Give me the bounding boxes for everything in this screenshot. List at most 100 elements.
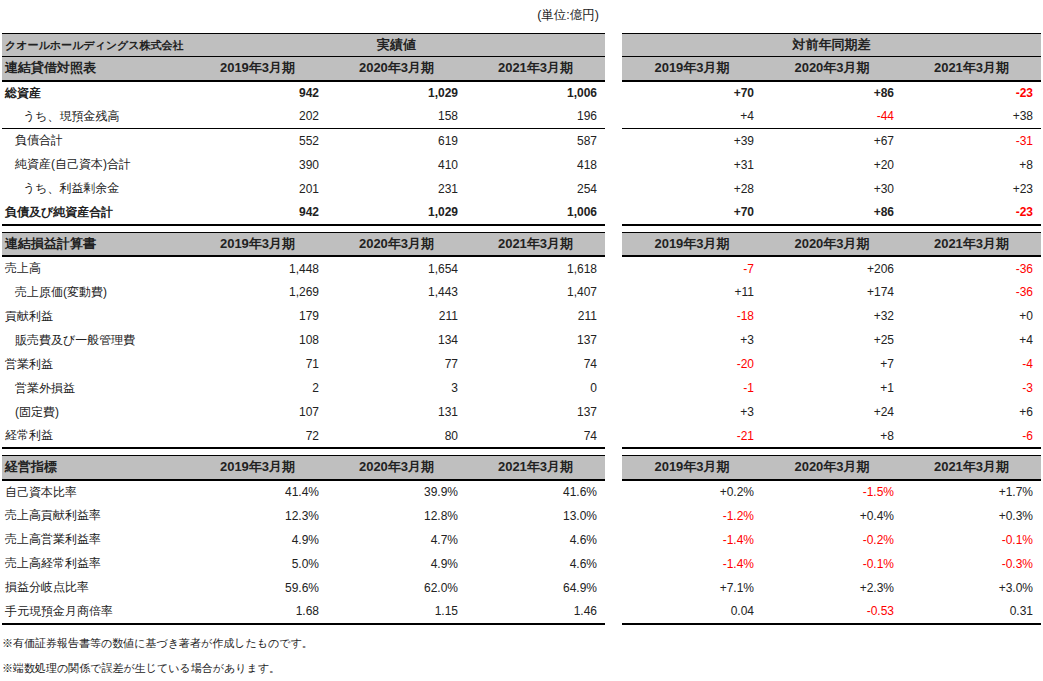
table-row: 損益分岐点比率59.6%62.0%64.9% — [2, 576, 605, 600]
row-label: 負債合計 — [2, 129, 188, 153]
actual-value-cell: 62.0% — [327, 576, 466, 600]
actual-value-cell: 201 — [188, 177, 327, 201]
diff-value-cell: -1.2% — [622, 504, 762, 528]
table-row: -18+32+0 — [622, 304, 1041, 328]
actual-value-cell: 107 — [188, 400, 327, 424]
actual-table-balance-sheet: クオールホールディングス株式会社 実績値 連結貸借対照表2019年3月期2020… — [2, 33, 605, 226]
actual-value-cell: 1.15 — [327, 600, 466, 624]
diff-value-cell: -0.53 — [762, 600, 902, 624]
section-header-row: 経営指標2019年3月期2020年3月期2021年3月期 — [2, 456, 605, 480]
actual-value-cell: 4.6% — [466, 552, 605, 576]
actual-value-cell: 158 — [327, 105, 466, 129]
table-row: +3+25+4 — [622, 328, 1041, 352]
actual-value-cell: 134 — [327, 328, 466, 352]
diff-value-cell: -44 — [762, 105, 902, 129]
diff-value-cell: +86 — [762, 81, 902, 105]
actual-value-cell: 74 — [466, 352, 605, 376]
year-column-header: 2021年3月期 — [466, 456, 605, 480]
row-label: うち、現預金残高 — [2, 105, 188, 129]
diff-value-cell: +4 — [902, 328, 1041, 352]
year-column-header: 2019年3月期 — [622, 456, 762, 480]
actual-value-cell: 552 — [188, 129, 327, 153]
row-label: 売上高 — [2, 256, 188, 280]
diff-value-cell: +3 — [622, 328, 762, 352]
actual-value-cell: 12.3% — [188, 504, 327, 528]
actual-value-cell: 196 — [466, 105, 605, 129]
table-row: +3+24+6 — [622, 400, 1041, 424]
diff-value-cell: +25 — [762, 328, 902, 352]
row-label: 負債及び純資産合計 — [2, 201, 188, 225]
actual-value-cell: 71 — [188, 352, 327, 376]
table-row: 営業利益717774 — [2, 352, 605, 376]
table-row: +70+86-23 — [622, 201, 1041, 225]
actual-value-cell: 418 — [466, 153, 605, 177]
diff-value-cell: +0 — [902, 304, 1041, 328]
diff-value-cell: -4 — [902, 352, 1041, 376]
table-row: +39+67-31 — [622, 129, 1041, 153]
diff-value-cell: +8 — [762, 424, 902, 448]
actual-value-cell: 942 — [188, 201, 327, 225]
section-header-row: 連結貸借対照表2019年3月期2020年3月期2021年3月期 — [2, 57, 605, 81]
table-row: -1.4%-0.2%-0.1% — [622, 528, 1041, 552]
row-label: 売上高経常利益率 — [2, 552, 188, 576]
actual-value-cell: 77 — [327, 352, 466, 376]
table-row: うち、利益剰余金201231254 — [2, 177, 605, 201]
actual-value-cell: 1,006 — [466, 81, 605, 105]
actual-value-cell: 211 — [466, 304, 605, 328]
actual-value-cell: 1,443 — [327, 280, 466, 304]
section-header-row: 2019年3月期2020年3月期2021年3月期 — [622, 232, 1041, 256]
yoy-difference-header: 対前年同期差 — [622, 34, 1041, 57]
diff-value-cell: -36 — [902, 256, 1041, 280]
actual-value-cell: 137 — [466, 400, 605, 424]
diff-value-cell: +8 — [902, 153, 1041, 177]
actual-value-cell: 108 — [188, 328, 327, 352]
actual-value-cell: 587 — [466, 129, 605, 153]
year-column-header: 2020年3月期 — [762, 456, 902, 480]
footnote-rounding: ※端数処理の関係で誤差が生じている場合があります。 — [2, 661, 313, 676]
diff-value-cell: +70 — [622, 81, 762, 105]
year-column-header: 2021年3月期 — [902, 232, 1041, 256]
row-label: 自己資本比率 — [2, 480, 188, 504]
row-label: 売上高営業利益率 — [2, 528, 188, 552]
section-header-row: 2019年3月期2020年3月期2021年3月期 — [622, 456, 1041, 480]
year-column-header: 2019年3月期 — [188, 456, 327, 480]
actual-value-cell: 4.9% — [327, 552, 466, 576]
diff-value-cell: -0.1% — [902, 528, 1041, 552]
diff-value-cell: -0.2% — [762, 528, 902, 552]
actual-value-cell: 202 — [188, 105, 327, 129]
table-row: -20+7-4 — [622, 352, 1041, 376]
diff-value-cell: -0.1% — [762, 552, 902, 576]
footnote-source: ※有価証券報告書等の数値に基づき著者が作成したものです。 — [2, 636, 313, 651]
table-row: +7.1%+2.3%+3.0% — [622, 576, 1041, 600]
diff-value-cell: +1 — [762, 376, 902, 400]
diff-table-management-indicators: 2019年3月期2020年3月期2021年3月期+0.2%-1.5%+1.7%-… — [622, 455, 1041, 625]
actual-value-cell: 1,006 — [466, 201, 605, 225]
actual-value-cell: 2 — [188, 376, 327, 400]
diff-value-cell: +38 — [902, 105, 1041, 129]
year-column-header: 2020年3月期 — [327, 456, 466, 480]
actual-value-cell: 1,029 — [327, 81, 466, 105]
diff-value-cell: 0.31 — [902, 600, 1041, 624]
year-column-header: 2019年3月期 — [188, 57, 327, 81]
table-row: 販売費及び一般管理費108134137 — [2, 328, 605, 352]
actual-value-cell: 3 — [327, 376, 466, 400]
year-column-header: 2020年3月期 — [762, 57, 902, 81]
actual-value-cell: 942 — [188, 81, 327, 105]
table-row: 0.04-0.530.31 — [622, 600, 1041, 624]
diff-value-cell: -31 — [902, 129, 1041, 153]
diff-value-cell: +0.2% — [622, 480, 762, 504]
section-title: 連結貸借対照表 — [2, 57, 188, 81]
diff-value-cell: +0.4% — [762, 504, 902, 528]
row-label: 経常利益 — [2, 424, 188, 448]
diff-table-income-statement: 2019年3月期2020年3月期2021年3月期-7+206-36+11+174… — [622, 232, 1041, 450]
table-row: 経常利益728074 — [2, 424, 605, 448]
actual-value-cell: 39.9% — [327, 480, 466, 504]
actual-value-cell: 12.8% — [327, 504, 466, 528]
actual-value-cell: 1.46 — [466, 600, 605, 624]
table-row: +0.2%-1.5%+1.7% — [622, 480, 1041, 504]
actual-value-cell: 41.4% — [188, 480, 327, 504]
diff-value-cell: -21 — [622, 424, 762, 448]
table-row: +28+30+23 — [622, 177, 1041, 201]
actual-value-cell: 0 — [466, 376, 605, 400]
actual-value-cell: 72 — [188, 424, 327, 448]
